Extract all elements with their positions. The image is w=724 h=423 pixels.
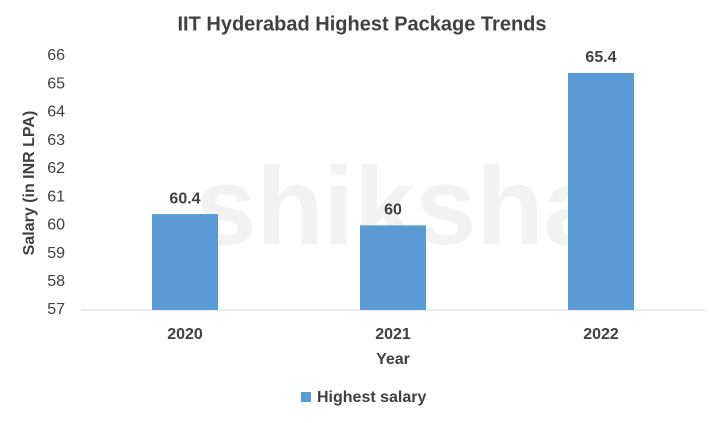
y-tick-label: 62 [47, 160, 65, 177]
data-label: 65.4 [585, 49, 616, 66]
bar [568, 72, 634, 310]
x-tick-label: 2021 [375, 326, 411, 343]
x-axis-label: Year [376, 351, 410, 368]
bar [360, 225, 426, 310]
y-tick-label: 60 [47, 217, 65, 234]
y-axis-label: Salary (in INR LPA) [21, 111, 38, 256]
x-tick-label: 2020 [167, 326, 203, 343]
legend-label: Highest salary [317, 389, 426, 406]
bar [152, 214, 218, 310]
y-tick-label: 58 [47, 273, 65, 290]
y-tick-label: 63 [47, 132, 65, 149]
y-tick-label: 64 [47, 104, 65, 121]
chart-title: IIT Hyderabad Highest Package Trends [177, 13, 546, 35]
y-tick-label: 66 [47, 47, 65, 64]
y-tick-label: 61 [47, 188, 65, 205]
data-label: 60 [384, 202, 402, 219]
data-label: 60.4 [169, 190, 200, 207]
legend-swatch [301, 392, 311, 402]
y-tick-label: 57 [47, 301, 65, 318]
y-tick-label: 65 [47, 75, 65, 92]
y-tick-label: 59 [47, 245, 65, 262]
x-tick-label: 2022 [583, 326, 619, 343]
